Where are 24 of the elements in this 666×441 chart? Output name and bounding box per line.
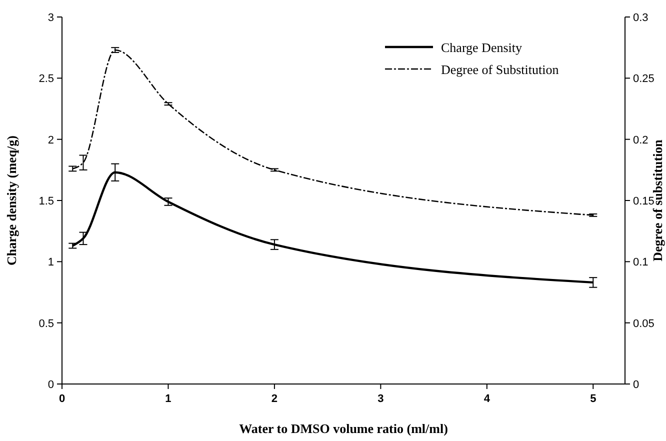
y-tick-label: 0.5 (38, 318, 54, 330)
x-tick-label: 3 (378, 393, 384, 405)
y-tick-label: 1 (48, 256, 54, 269)
x-tick-label: 0 (58, 393, 66, 405)
y-tick-label: 1.5 (38, 196, 54, 208)
y-tick-label: 2 (48, 134, 54, 146)
y-tick-label: 2.5 (38, 73, 54, 86)
x-tick-label: 1 (165, 393, 172, 405)
y2-tick-label: 0 (633, 379, 640, 391)
y2-tick-label: 0.15 (633, 196, 654, 208)
y2-tick-label: 0.2 (633, 134, 648, 146)
legend-label: Degree of Substitution (441, 62, 560, 77)
x-tick-label: 4 (484, 393, 491, 405)
y-tick-label: 0 (48, 379, 54, 391)
y2-tick-label: 0.05 (633, 318, 654, 330)
y2-tick-label: 0.1 (633, 256, 648, 269)
x-tick-label: 2 (271, 393, 278, 405)
x-axis-title: Water to DMSO volume ratio (ml/ml) (239, 421, 448, 436)
y2-tick-label: 0.3 (633, 12, 648, 24)
y-axis-title: Charge density (meq/g) (4, 136, 19, 266)
legend-label: Charge Density (441, 40, 522, 55)
x-tick-label: 5 (590, 393, 596, 405)
y2-tick-label: 0.25 (633, 73, 654, 86)
y-tick-label: 3 (48, 12, 54, 24)
